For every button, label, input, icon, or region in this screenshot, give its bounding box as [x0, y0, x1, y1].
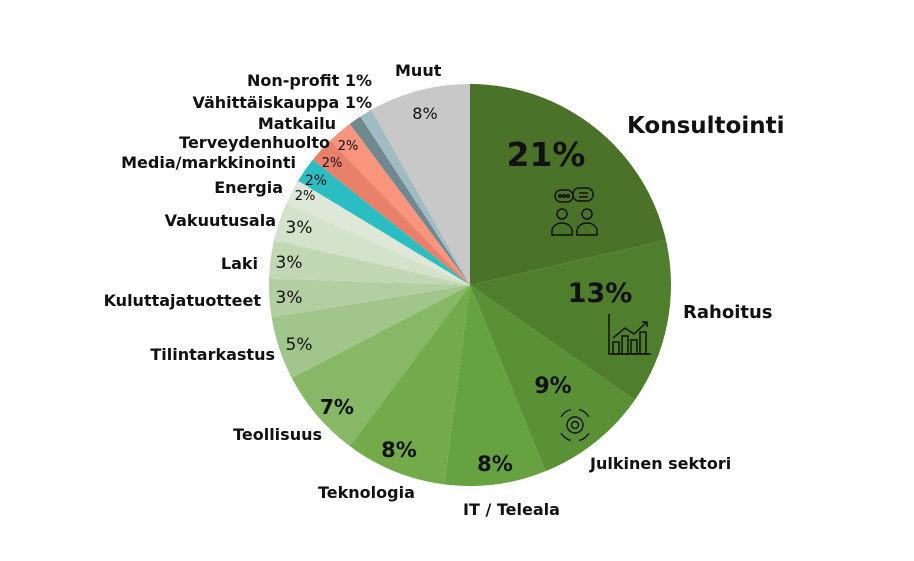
pie-slice	[349, 116, 470, 286]
slice-label: Kuluttajatuotteet	[104, 291, 262, 310]
pie-slice	[298, 159, 470, 285]
slice-value-label: 2%	[338, 139, 359, 154]
pie-slice	[274, 203, 470, 285]
slice-value-label: 3%	[276, 288, 303, 308]
pie-slice	[470, 285, 635, 472]
slice-value-label: 13%	[568, 278, 633, 309]
pie-slice	[371, 84, 470, 285]
pie-slice	[349, 285, 470, 485]
slice-label: Muut	[395, 61, 442, 80]
slice-value-label: 2%	[322, 156, 343, 171]
slice-label: Julkinen sektori	[589, 454, 731, 473]
slice-label: Konsultointi	[627, 113, 784, 139]
pie-slice	[444, 285, 546, 486]
slice-label: Terveydenhuolto	[179, 133, 330, 152]
pie-slice	[330, 123, 470, 285]
pie-slice	[271, 285, 470, 378]
slice-label: Matkailu	[258, 114, 336, 133]
slice-label: Teollisuus	[233, 425, 322, 444]
bar-chart-growth-icon	[608, 314, 651, 355]
slice-value-label: 8%	[477, 452, 513, 476]
pie-slice	[269, 240, 470, 285]
slice-value-label: 9%	[534, 374, 571, 399]
discussion-people-icon	[551, 187, 598, 236]
slice-value-label: 21%	[507, 135, 586, 174]
gear-cycle-icon	[560, 408, 590, 442]
slice-label: Vakuutusala	[165, 211, 276, 230]
slice-value-label: 5%	[286, 335, 313, 355]
slice-label: IT / Teleala	[463, 500, 560, 519]
slice-value-label: 8%	[412, 104, 437, 123]
pie-slice	[268, 278, 470, 318]
slice-value-label: 2%	[295, 189, 316, 204]
slice-label: Rahoitus	[683, 302, 773, 323]
slice-label: Tilintarkastus	[150, 345, 275, 364]
slice-label: Media/markkinointi	[121, 153, 296, 172]
pie-slice	[360, 109, 470, 286]
pie-slice	[291, 285, 470, 447]
slice-value-label: 3%	[286, 218, 313, 238]
slice-label: Laki	[221, 254, 258, 273]
pie-slice	[312, 140, 470, 285]
pie-slice	[470, 84, 666, 285]
slice-label: Teknologia	[318, 483, 415, 502]
slice-label: Energia	[214, 178, 283, 197]
pie-slice	[470, 240, 671, 400]
slice-label: Vähittäiskauppa 1%	[192, 93, 372, 112]
slice-label: Non-profit 1%	[247, 71, 372, 90]
slice-value-label: 8%	[381, 438, 417, 462]
pie-slice	[286, 180, 470, 285]
slice-value-label: 7%	[320, 395, 354, 419]
slice-value-label: 2%	[305, 173, 327, 189]
slice-value-label: 3%	[276, 253, 303, 273]
